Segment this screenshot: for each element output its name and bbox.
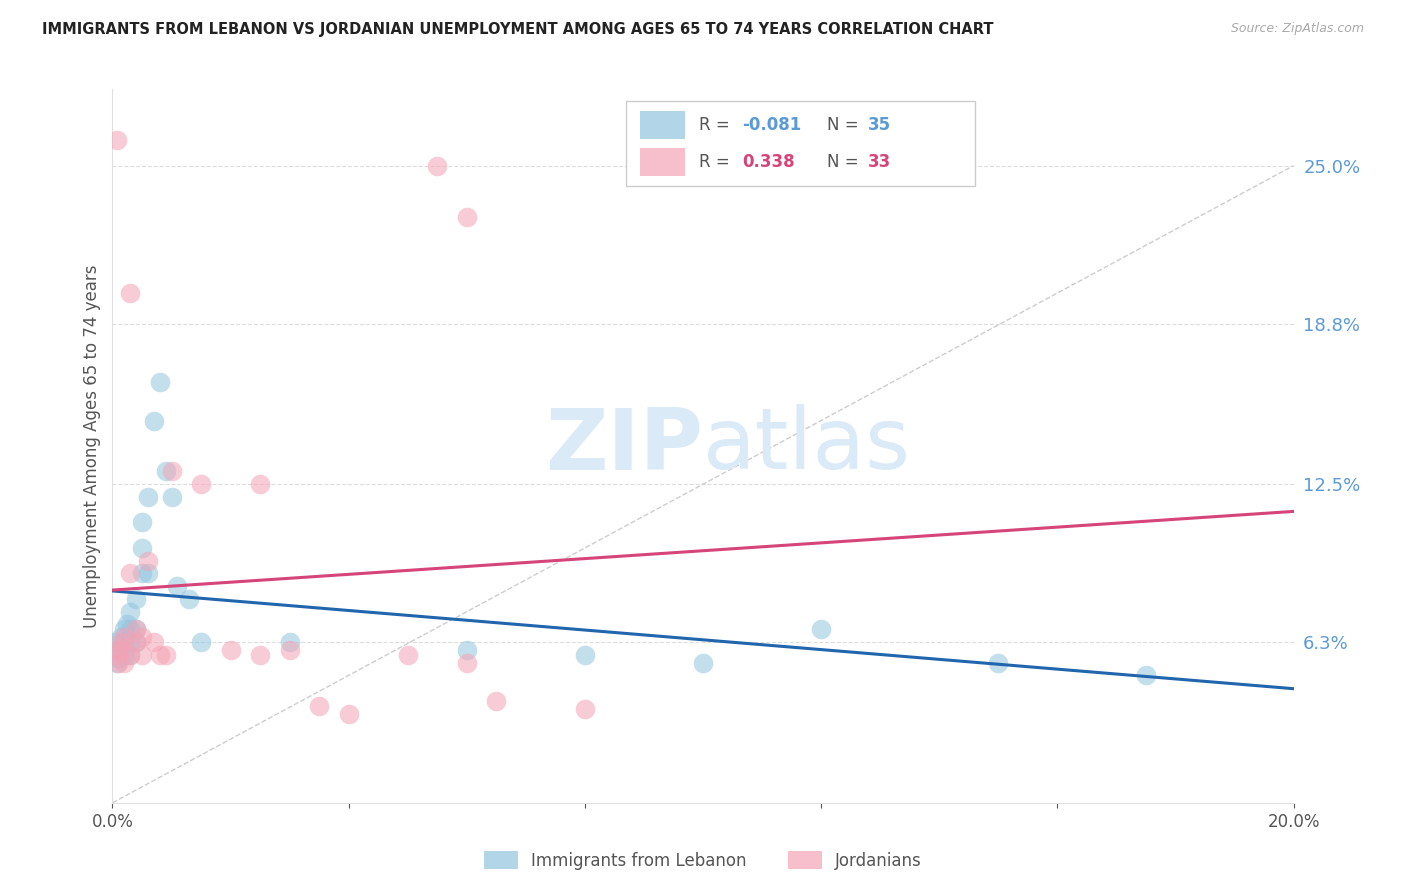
Bar xyxy=(626,102,974,186)
Point xyxy=(125,591,148,606)
Point xyxy=(117,617,138,632)
Text: R =: R = xyxy=(699,153,735,171)
Point xyxy=(149,376,172,390)
Point xyxy=(112,656,135,670)
Text: atlas: atlas xyxy=(703,404,911,488)
Point xyxy=(142,635,165,649)
Text: 35: 35 xyxy=(869,116,891,134)
Point xyxy=(112,635,135,649)
Point xyxy=(120,648,142,662)
Point xyxy=(107,656,129,670)
Point xyxy=(179,591,201,606)
Point xyxy=(125,635,148,649)
Point xyxy=(574,648,596,662)
Point xyxy=(426,159,449,173)
Point xyxy=(104,648,127,662)
Point xyxy=(456,656,478,670)
Point xyxy=(107,643,129,657)
Point xyxy=(190,477,212,491)
Point xyxy=(112,648,135,662)
Point xyxy=(125,635,148,649)
Point xyxy=(120,635,142,649)
Bar xyxy=(640,148,685,177)
Text: N =: N = xyxy=(827,116,863,134)
Point xyxy=(190,635,212,649)
Point xyxy=(107,643,129,657)
Point xyxy=(112,643,135,657)
Point xyxy=(692,656,714,670)
Text: ZIP: ZIP xyxy=(546,404,703,488)
Point xyxy=(131,541,153,555)
Point xyxy=(149,648,172,662)
Point xyxy=(136,554,159,568)
Point xyxy=(337,706,360,721)
Text: 33: 33 xyxy=(869,153,891,171)
Point xyxy=(1135,668,1157,682)
Text: -0.081: -0.081 xyxy=(742,116,801,134)
Text: 0.338: 0.338 xyxy=(742,153,794,171)
Point xyxy=(308,698,330,713)
Point xyxy=(120,566,142,581)
Text: Source: ZipAtlas.com: Source: ZipAtlas.com xyxy=(1230,22,1364,36)
Point xyxy=(107,650,129,665)
Point xyxy=(219,643,242,657)
Point xyxy=(112,623,135,637)
Point xyxy=(396,648,419,662)
Point xyxy=(456,643,478,657)
Point xyxy=(160,490,183,504)
Point xyxy=(456,210,478,224)
Point xyxy=(249,477,271,491)
Point xyxy=(104,635,127,649)
Point xyxy=(110,635,132,649)
Point xyxy=(142,413,165,427)
Point xyxy=(112,630,135,644)
Text: IMMIGRANTS FROM LEBANON VS JORDANIAN UNEMPLOYMENT AMONG AGES 65 TO 74 YEARS CORR: IMMIGRANTS FROM LEBANON VS JORDANIAN UNE… xyxy=(42,22,994,37)
Point xyxy=(131,516,153,530)
Y-axis label: Unemployment Among Ages 65 to 74 years: Unemployment Among Ages 65 to 74 years xyxy=(83,264,101,628)
Point xyxy=(136,566,159,581)
Point xyxy=(125,623,148,637)
Bar xyxy=(640,111,685,139)
Point xyxy=(136,490,159,504)
Point xyxy=(574,701,596,715)
Point xyxy=(485,694,508,708)
Point xyxy=(110,630,132,644)
Legend: Immigrants from Lebanon, Jordanians: Immigrants from Lebanon, Jordanians xyxy=(478,845,928,877)
Point xyxy=(166,579,188,593)
Point xyxy=(155,465,177,479)
Point xyxy=(278,643,301,657)
Point xyxy=(120,623,142,637)
Point xyxy=(249,648,271,662)
Point xyxy=(131,566,153,581)
Point xyxy=(131,630,153,644)
Point xyxy=(278,635,301,649)
Point xyxy=(160,465,183,479)
Point xyxy=(120,605,142,619)
Point xyxy=(131,648,153,662)
Text: R =: R = xyxy=(699,116,735,134)
Point xyxy=(810,623,832,637)
Point xyxy=(120,648,142,662)
Point xyxy=(105,656,128,670)
Point xyxy=(125,623,148,637)
Point xyxy=(987,656,1010,670)
Text: N =: N = xyxy=(827,153,863,171)
Point xyxy=(120,286,142,301)
Point xyxy=(105,133,128,147)
Point xyxy=(155,648,177,662)
